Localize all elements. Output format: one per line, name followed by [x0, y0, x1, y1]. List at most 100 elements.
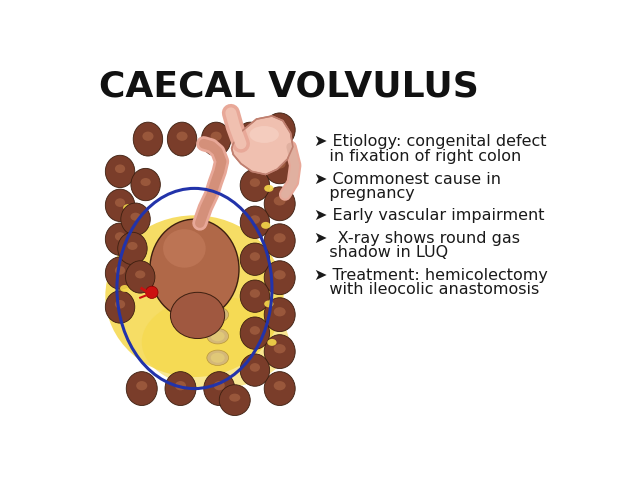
Ellipse shape	[211, 309, 225, 319]
Ellipse shape	[170, 292, 225, 339]
Ellipse shape	[165, 372, 196, 406]
Ellipse shape	[245, 132, 256, 141]
Ellipse shape	[211, 266, 225, 276]
Ellipse shape	[264, 185, 274, 192]
Ellipse shape	[207, 264, 228, 279]
Ellipse shape	[115, 232, 125, 241]
Ellipse shape	[115, 300, 125, 308]
Ellipse shape	[229, 394, 241, 401]
Ellipse shape	[249, 126, 279, 143]
Ellipse shape	[264, 261, 295, 295]
Ellipse shape	[240, 206, 270, 239]
Ellipse shape	[167, 122, 197, 156]
Text: with ileocolic anastomosis: with ileocolic anastomosis	[314, 282, 539, 297]
Ellipse shape	[115, 164, 125, 173]
Ellipse shape	[140, 178, 151, 186]
Ellipse shape	[264, 372, 295, 406]
Text: in fixation of right colon: in fixation of right colon	[314, 149, 521, 164]
Ellipse shape	[274, 160, 286, 169]
Ellipse shape	[264, 335, 295, 368]
Ellipse shape	[105, 189, 135, 221]
Ellipse shape	[118, 232, 147, 264]
Text: ➤ Treatment: hemicolectomy: ➤ Treatment: hemicolectomy	[314, 268, 547, 283]
Ellipse shape	[240, 317, 270, 349]
Ellipse shape	[120, 285, 130, 292]
Ellipse shape	[240, 169, 270, 202]
Ellipse shape	[250, 289, 260, 298]
Ellipse shape	[240, 243, 270, 275]
Ellipse shape	[207, 285, 228, 301]
Ellipse shape	[274, 381, 286, 390]
Ellipse shape	[121, 203, 151, 235]
Text: pregnancy: pregnancy	[314, 186, 415, 201]
Ellipse shape	[250, 178, 260, 187]
Ellipse shape	[264, 150, 295, 184]
Ellipse shape	[207, 350, 228, 365]
Ellipse shape	[177, 132, 188, 141]
Circle shape	[145, 286, 158, 298]
Ellipse shape	[126, 261, 155, 293]
Ellipse shape	[163, 229, 205, 268]
Ellipse shape	[123, 204, 133, 211]
Ellipse shape	[128, 242, 138, 250]
Ellipse shape	[264, 187, 295, 221]
Polygon shape	[232, 116, 293, 174]
Ellipse shape	[250, 252, 260, 261]
Ellipse shape	[264, 224, 295, 258]
Ellipse shape	[274, 196, 286, 205]
Ellipse shape	[142, 296, 289, 388]
Ellipse shape	[274, 307, 286, 317]
Ellipse shape	[240, 280, 270, 312]
Ellipse shape	[105, 291, 135, 323]
Ellipse shape	[250, 141, 260, 150]
Ellipse shape	[264, 300, 274, 308]
Ellipse shape	[211, 245, 225, 255]
Ellipse shape	[267, 339, 277, 346]
Ellipse shape	[130, 213, 140, 221]
Ellipse shape	[240, 354, 270, 386]
Ellipse shape	[235, 122, 265, 156]
Ellipse shape	[135, 271, 145, 278]
Ellipse shape	[131, 168, 160, 201]
Ellipse shape	[264, 298, 295, 331]
Ellipse shape	[115, 198, 125, 207]
Ellipse shape	[142, 132, 154, 141]
Ellipse shape	[250, 363, 260, 372]
Ellipse shape	[211, 132, 221, 141]
Ellipse shape	[274, 344, 286, 354]
Ellipse shape	[274, 270, 286, 279]
Ellipse shape	[250, 215, 260, 224]
Ellipse shape	[105, 223, 135, 255]
Ellipse shape	[126, 372, 157, 406]
Ellipse shape	[175, 381, 186, 390]
Text: CAECAL VOLVULUS: CAECAL VOLVULUS	[99, 70, 479, 104]
Ellipse shape	[204, 372, 235, 406]
Ellipse shape	[274, 233, 286, 242]
Text: ➤ Etiology: congenital defect: ➤ Etiology: congenital defect	[314, 135, 546, 149]
Ellipse shape	[105, 216, 283, 377]
Ellipse shape	[207, 329, 228, 344]
Ellipse shape	[250, 326, 260, 335]
Ellipse shape	[136, 381, 147, 390]
Ellipse shape	[211, 288, 225, 298]
Ellipse shape	[211, 353, 225, 363]
Ellipse shape	[261, 222, 271, 229]
Ellipse shape	[207, 242, 228, 258]
Text: ➤  X-ray shows round gas: ➤ X-ray shows round gas	[314, 231, 520, 246]
Ellipse shape	[115, 266, 125, 274]
Ellipse shape	[264, 113, 295, 147]
Ellipse shape	[105, 257, 135, 289]
Ellipse shape	[207, 307, 228, 322]
Text: ➤ Commonest cause in: ➤ Commonest cause in	[314, 171, 501, 186]
Ellipse shape	[274, 122, 286, 132]
Ellipse shape	[219, 385, 250, 415]
Ellipse shape	[105, 155, 135, 188]
Ellipse shape	[133, 122, 163, 156]
Ellipse shape	[240, 132, 270, 164]
Ellipse shape	[211, 331, 225, 341]
Text: shadow in LUQ: shadow in LUQ	[314, 245, 448, 261]
Ellipse shape	[214, 381, 225, 390]
Ellipse shape	[150, 219, 239, 319]
Ellipse shape	[202, 122, 231, 156]
Text: ➤ Early vascular impairment: ➤ Early vascular impairment	[314, 208, 544, 223]
